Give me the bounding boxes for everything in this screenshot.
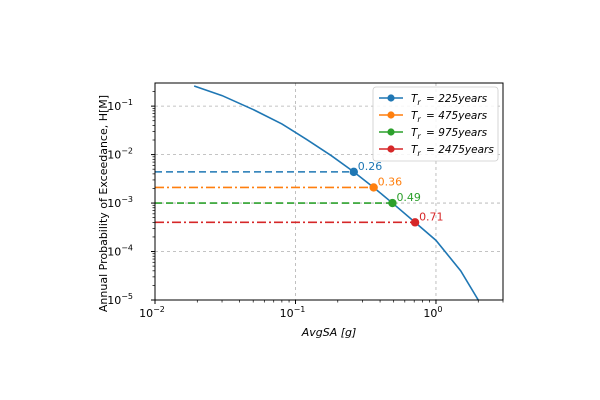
y-tick-label: 10−1 [107, 98, 133, 113]
x-tick-label: 100 [423, 305, 442, 320]
y-tick-label: 10−3 [107, 195, 133, 210]
y-tick-label: 10−4 [107, 244, 133, 259]
y-tick-label: 10−2 [107, 147, 133, 162]
data-point [349, 167, 358, 177]
legend-entry: Tr = 225years [411, 93, 488, 107]
data-label: 0.49 [396, 191, 421, 204]
legend-entry: Tr = 2475years [411, 144, 494, 158]
plot-frame [154, 82, 504, 301]
legend-marker [387, 111, 395, 119]
y-tick-label: 10−5 [107, 292, 133, 307]
legend-marker [387, 145, 395, 153]
legend-box [372, 86, 499, 162]
legend-marker [387, 128, 395, 136]
legend-entry: Tr = 975years [411, 127, 488, 141]
data-label: 0.36 [378, 175, 403, 188]
data-labels: 0.26 0.36 0.49 0.71 [358, 160, 444, 223]
legend-entry: Tr = 475years [411, 110, 488, 124]
return-period-lines [155, 171, 416, 224]
data-points [349, 167, 420, 227]
data-point [388, 198, 397, 208]
data-point [369, 183, 378, 192]
y-axis-label: Annual Probability of Exceedance, H[M] [97, 95, 110, 312]
data-point [410, 218, 420, 227]
x-tick-label: 10−2 [139, 305, 165, 320]
x-axis-label: AvgSA [g] [301, 326, 357, 339]
data-label: 0.26 [358, 160, 383, 173]
legend: Tr = 225years Tr = 475years Tr = 975years T… [372, 86, 499, 162]
legend-marker [387, 94, 395, 102]
x-tick-label: 10−1 [280, 305, 306, 320]
data-label: 0.71 [419, 210, 444, 223]
